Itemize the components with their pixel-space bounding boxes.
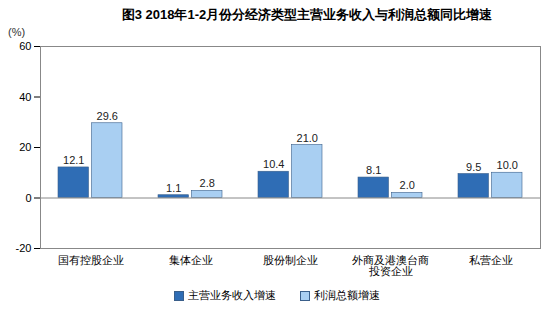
svg-text:国有控股企业: 国有控股企业 bbox=[58, 254, 124, 266]
html-text:利润总额增速: 利润总额增速 bbox=[314, 289, 380, 301]
svg-text:0: 0 bbox=[25, 192, 31, 204]
svg-text:20: 20 bbox=[19, 141, 31, 153]
svg-text:40: 40 bbox=[19, 91, 31, 103]
svg-text:2.0: 2.0 bbox=[400, 179, 415, 191]
svg-text:集体企业: 集体企业 bbox=[169, 254, 213, 266]
svg-text:8.1: 8.1 bbox=[366, 164, 381, 176]
html-text:主营业务收入增速: 主营业务收入增速 bbox=[188, 289, 276, 301]
svg-text:10.4: 10.4 bbox=[263, 158, 284, 170]
svg-text:1.1: 1.1 bbox=[166, 182, 181, 194]
svg-text:21.0: 21.0 bbox=[297, 131, 318, 143]
svg-text:外商及港澳台商投资企业: 外商及港澳台商投资企业 bbox=[352, 254, 429, 277]
svg-text:9.5: 9.5 bbox=[466, 161, 481, 173]
html-text:图3 2018年1-2月份分经济类型主营业务收入与利润总额同: 图3 2018年1-2月份分经济类型主营业务收入与利润总额同比增速 bbox=[121, 7, 493, 22]
svg-text:-20: -20 bbox=[16, 242, 32, 254]
svg-text:29.6: 29.6 bbox=[97, 110, 118, 122]
svg-text:股份制企业: 股份制企业 bbox=[263, 254, 318, 266]
svg-text:私营企业: 私营企业 bbox=[469, 254, 513, 266]
svg-text:12.1: 12.1 bbox=[63, 154, 84, 166]
svg-text:60: 60 bbox=[19, 40, 31, 52]
svg-text:10.0: 10.0 bbox=[497, 159, 518, 171]
svg-text:2.8: 2.8 bbox=[200, 177, 215, 189]
